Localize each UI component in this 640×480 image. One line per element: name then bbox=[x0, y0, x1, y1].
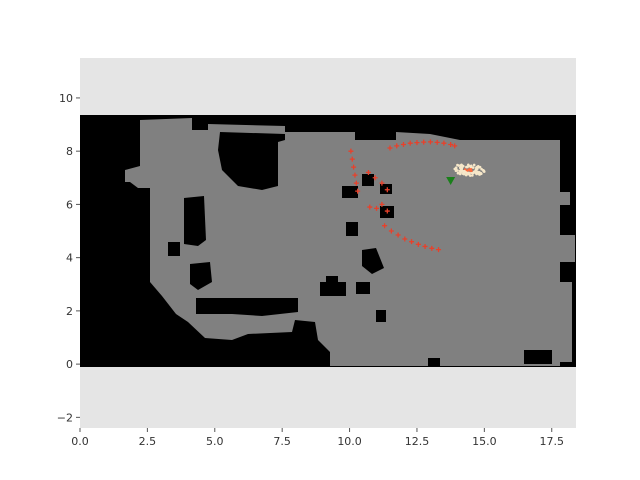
laser-point bbox=[415, 241, 421, 247]
laser-point bbox=[374, 205, 380, 211]
particle bbox=[459, 167, 463, 171]
laser-point bbox=[384, 187, 390, 193]
x-axis: 0.0 2.5 5.0 7.5 10.0 12.5 15.0 17.5 bbox=[71, 428, 564, 448]
laser-point bbox=[421, 139, 427, 145]
particle bbox=[461, 164, 465, 168]
robot-pose bbox=[446, 176, 456, 185]
plot-area bbox=[80, 115, 576, 367]
particle bbox=[476, 172, 479, 175]
laser-point bbox=[382, 223, 388, 229]
map-hole-pillar-left bbox=[184, 196, 206, 246]
x-tick-label: 5.0 bbox=[206, 435, 224, 448]
laser-point bbox=[429, 245, 435, 251]
laser-point bbox=[384, 208, 390, 214]
laser-point bbox=[372, 175, 378, 181]
particle bbox=[473, 170, 476, 173]
y-tick-label: 10 bbox=[59, 92, 73, 105]
laser-point bbox=[395, 232, 401, 238]
laser-point bbox=[414, 140, 420, 146]
map-hole-bar bbox=[196, 298, 298, 316]
map-hole-room bbox=[218, 132, 285, 190]
laser-point bbox=[379, 180, 385, 186]
robot-pose-marker bbox=[446, 176, 456, 185]
laser-point bbox=[400, 142, 406, 148]
particle bbox=[468, 174, 472, 177]
particle bbox=[459, 164, 462, 167]
map-hole-obstacle bbox=[346, 222, 358, 236]
laser-point bbox=[441, 140, 447, 146]
particle bbox=[476, 165, 479, 169]
map-hole-obstacle bbox=[356, 282, 370, 294]
laser-point bbox=[379, 201, 385, 207]
particle bbox=[480, 167, 483, 171]
laser-point bbox=[355, 188, 361, 194]
laser-point bbox=[353, 180, 359, 186]
x-tick-label: 17.5 bbox=[539, 435, 564, 448]
laser-point bbox=[394, 143, 400, 149]
map-hole-blob bbox=[190, 262, 212, 290]
laser-point bbox=[349, 156, 355, 162]
particle bbox=[478, 173, 481, 176]
particle bbox=[472, 163, 476, 167]
occupancy-map bbox=[80, 115, 576, 367]
particle bbox=[478, 165, 482, 169]
laser-point bbox=[407, 140, 413, 146]
laser-point bbox=[452, 143, 458, 149]
particle bbox=[482, 170, 486, 173]
y-axis: −2 0 2 4 6 8 10 bbox=[57, 92, 80, 424]
particle bbox=[469, 165, 473, 169]
particle bbox=[463, 169, 466, 173]
particle bbox=[456, 171, 460, 175]
y-tick-label: 2 bbox=[66, 305, 73, 318]
map-hole-obstacle bbox=[362, 248, 384, 274]
map-hole-obstacle bbox=[342, 186, 358, 198]
particle bbox=[465, 172, 468, 175]
particle bbox=[462, 172, 466, 176]
y-tick-label: −2 bbox=[57, 411, 73, 424]
laser-point bbox=[387, 145, 393, 151]
laser-point bbox=[367, 204, 373, 210]
particle bbox=[471, 166, 475, 169]
y-tick-label: 8 bbox=[66, 145, 73, 158]
x-tick-label: 10.0 bbox=[337, 435, 362, 448]
laser-point bbox=[351, 164, 357, 170]
x-tick-label: 0.0 bbox=[71, 435, 89, 448]
map-hole-obstacle bbox=[320, 282, 346, 296]
laser-point bbox=[365, 169, 371, 175]
particle bbox=[469, 169, 472, 172]
laser-point bbox=[422, 243, 428, 249]
y-tick-label: 4 bbox=[66, 252, 73, 265]
map-hole-obstacle bbox=[524, 350, 552, 364]
particle bbox=[454, 169, 458, 173]
map-hole-obstacle bbox=[376, 310, 386, 322]
x-tick-label: 12.5 bbox=[405, 435, 430, 448]
map-hole-obstacle bbox=[380, 184, 392, 194]
x-tick-label: 15.0 bbox=[472, 435, 497, 448]
laser-point bbox=[427, 139, 433, 145]
map-hole-obstacle bbox=[428, 358, 440, 366]
laser-point bbox=[448, 142, 454, 148]
particle bbox=[458, 169, 462, 173]
particle bbox=[454, 167, 458, 171]
laser-point bbox=[388, 228, 394, 234]
laser-point bbox=[434, 139, 440, 145]
map-hole-obstacle bbox=[326, 276, 338, 284]
particle bbox=[461, 169, 464, 173]
map-hole-block bbox=[168, 242, 180, 256]
laser-scan bbox=[348, 139, 458, 253]
particle bbox=[471, 174, 474, 177]
laser-point bbox=[402, 236, 408, 242]
laser-point bbox=[409, 239, 415, 245]
laser-point bbox=[436, 247, 442, 253]
laser-point bbox=[352, 172, 358, 178]
particle bbox=[456, 163, 459, 167]
y-tick-label: 6 bbox=[66, 198, 73, 211]
x-tick-label: 2.5 bbox=[139, 435, 157, 448]
laser-point bbox=[348, 148, 354, 154]
map-hole-obstacle bbox=[362, 174, 374, 186]
y-tick-label: 0 bbox=[66, 358, 73, 371]
particle-cloud bbox=[453, 163, 486, 177]
x-tick-label: 7.5 bbox=[273, 435, 291, 448]
